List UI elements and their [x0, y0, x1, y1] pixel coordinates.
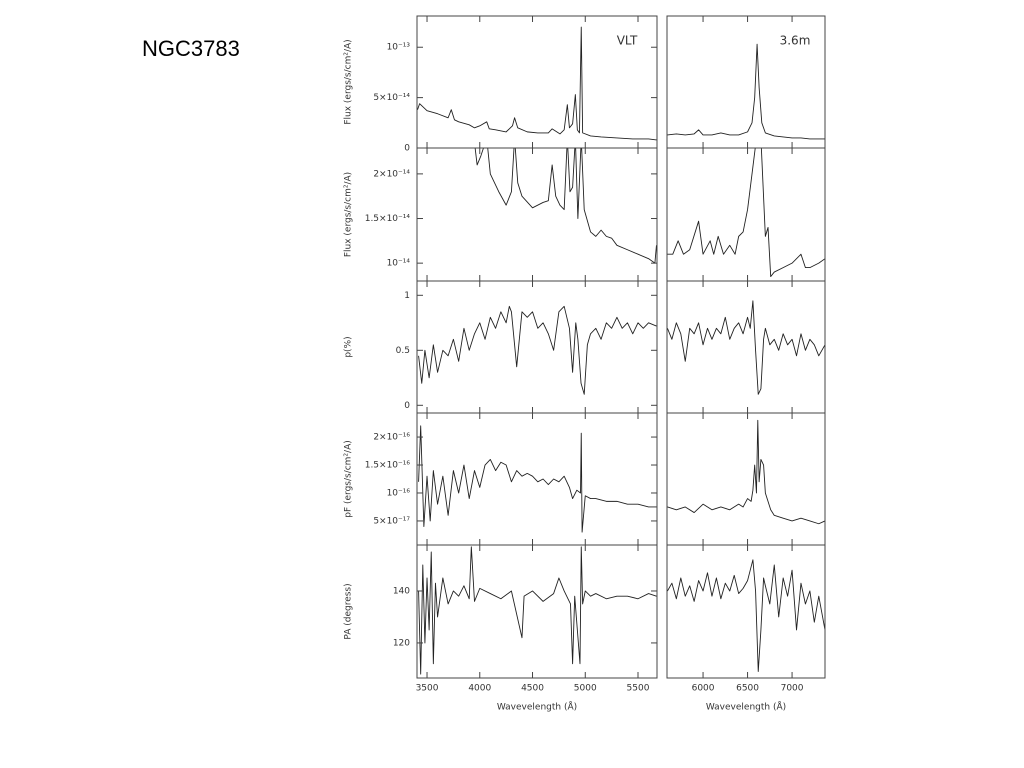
x-axis-label: Wavevelength (Å) [497, 701, 577, 713]
y-axis-label: PA (degress) [344, 583, 354, 639]
spectrum-line [667, 419, 825, 525]
y-tick-label: 5×10⁻¹⁷ [373, 516, 410, 526]
spectrum-line [418, 425, 657, 533]
panel-annotation: VLT [617, 34, 638, 48]
y-axis-label: Flux (ergs/s/cm²/A) [344, 39, 354, 124]
spectrum-line [418, 305, 657, 395]
panel-frame [416, 280, 658, 414]
x-tick-label: 5500 [627, 684, 650, 694]
y-tick-label: 10⁻¹⁴ [387, 259, 411, 269]
y-tick-label: 10⁻¹³ [387, 43, 411, 53]
y-tick-label: 120 [393, 638, 410, 648]
panel-frame [416, 412, 658, 546]
y-tick-label: 5×10⁻¹⁴ [373, 93, 410, 103]
y-axis-label: p(%) [344, 336, 354, 357]
spectrum-line [667, 43, 825, 140]
x-axis-label: Wavevelength (Å) [706, 701, 786, 713]
panel-frame [416, 147, 658, 282]
y-tick-label: 1 [404, 291, 410, 301]
panel-frame [666, 147, 826, 282]
x-tick-label: 6000 [692, 684, 715, 694]
y-tick-label: 0 [404, 144, 410, 154]
y-tick-label: 2×10⁻¹⁴ [373, 169, 410, 179]
y-tick-label: 0.5 [396, 346, 410, 356]
spectrum-line [667, 148, 825, 277]
y-tick-label: 0 [404, 401, 410, 411]
y-axis-label: Flux (ergs/s/cm²/A) [344, 172, 354, 257]
spectrum-line [417, 26, 657, 141]
x-tick-label: 4000 [468, 684, 491, 694]
page-title: NGC3783 [142, 36, 240, 61]
x-tick-label: 4500 [521, 684, 544, 694]
y-tick-label: 2×10⁻¹⁶ [373, 433, 410, 443]
spectrum-line [418, 546, 657, 675]
x-tick-label: 7000 [781, 684, 804, 694]
spectrum-line [667, 559, 825, 672]
y-axis-label: pF (ergs/s/cm²/A) [344, 440, 354, 518]
spectrum-line [667, 300, 825, 395]
x-tick-label: 5000 [574, 684, 597, 694]
y-tick-label: 1.5×10⁻¹⁶ [365, 461, 411, 471]
y-tick-label: 1.5×10⁻¹⁴ [365, 214, 411, 224]
panel-frame [416, 544, 658, 679]
y-tick-label: 10⁻¹⁶ [387, 488, 411, 498]
spectrum-line [474, 148, 657, 264]
x-tick-label: 6500 [736, 684, 759, 694]
x-tick-label: 3500 [416, 684, 439, 694]
panel-frame [666, 280, 826, 414]
panel-frame [666, 412, 826, 546]
panel-annotation: 3.6m [780, 34, 811, 48]
y-tick-label: 140 [393, 586, 410, 596]
panel-frame [666, 544, 826, 679]
